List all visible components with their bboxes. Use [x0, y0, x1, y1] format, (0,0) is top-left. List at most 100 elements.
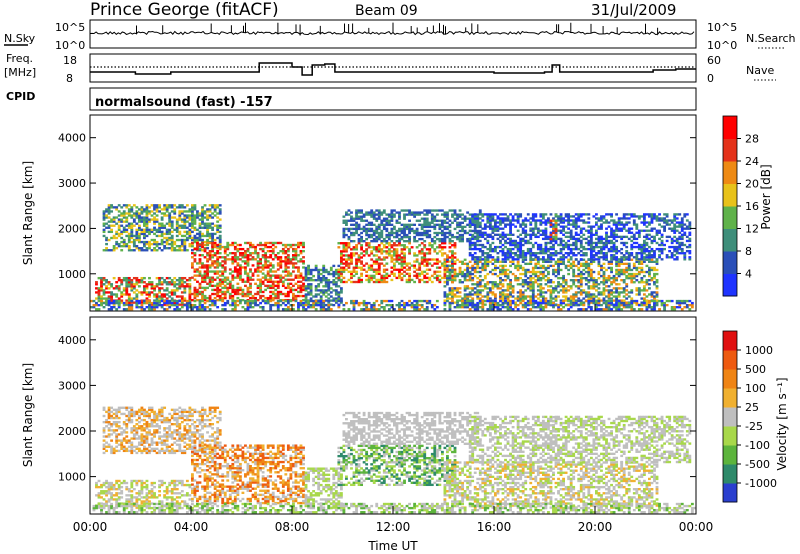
- scatter-cell: [286, 292, 290, 296]
- scatter-cell: [408, 227, 411, 231]
- scatter-cell: [506, 254, 510, 257]
- scatter-cell: [446, 254, 449, 257]
- scatter-cell: [395, 276, 399, 280]
- scatter-cell: [261, 247, 265, 251]
- scatter-cell: [531, 270, 535, 274]
- scatter-cell: [292, 249, 295, 253]
- scatter-cell: [471, 235, 475, 239]
- scatter-cell: [635, 258, 639, 261]
- scatter-cell: [620, 223, 624, 226]
- scatter-cell: [372, 248, 376, 251]
- scatter-cell: [347, 254, 351, 257]
- scatter-cell: [206, 266, 209, 269]
- scatter-cell: [435, 266, 439, 269]
- scatter-cell: [97, 293, 101, 296]
- scatter-cell: [637, 266, 641, 270]
- scatter-cell: [567, 272, 571, 276]
- scatter-cell: [582, 252, 586, 255]
- scatter-cell: [355, 223, 358, 227]
- scatter-cell: [476, 225, 480, 228]
- scatter-cell: [478, 249, 482, 253]
- scatter-cell: [418, 219, 422, 222]
- scatter-cell: [228, 284, 232, 288]
- scatter-cell: [632, 266, 636, 270]
- scatter-cell: [453, 246, 457, 249]
- scatter-cell: [529, 295, 533, 298]
- scatter-cell: [511, 260, 515, 263]
- scatter-cell: [218, 238, 222, 242]
- scatter-cell: [153, 285, 156, 288]
- scatter-cell: [544, 297, 548, 300]
- scatter-cell: [552, 223, 555, 226]
- scatter-cell: [137, 238, 141, 242]
- scatter-cell: [536, 235, 540, 239]
- scatter-cell: [175, 226, 179, 229]
- scatter-cell: [385, 229, 389, 233]
- scatter-cell: [539, 295, 543, 298]
- scatter-cell: [125, 293, 129, 296]
- scatter-cell: [256, 290, 260, 294]
- scatter-cell: [289, 258, 293, 261]
- scatter-cell: [264, 252, 268, 255]
- scatter-cell: [685, 227, 689, 230]
- scatter-cell: [559, 262, 563, 266]
- scatter-cell: [488, 270, 492, 274]
- scatter-cell: [569, 256, 573, 259]
- scatter-cell: [499, 283, 502, 286]
- scatter-cell: [622, 262, 626, 266]
- scatter-cell: [163, 295, 167, 298]
- scatter-cell: [645, 237, 649, 241]
- scatter-cell: [685, 245, 689, 249]
- scatter-cell: [564, 289, 568, 292]
- scatter-cell: [458, 240, 462, 243]
- scatter-cell: [403, 270, 406, 273]
- scatter-cell: [332, 283, 336, 286]
- scatter-cell: [337, 264, 341, 268]
- scatter-cell: [685, 213, 689, 216]
- scatter-cell: [481, 285, 485, 288]
- scatter-cell: [499, 239, 502, 243]
- scatter-cell: [653, 235, 656, 239]
- scatter-cell: [650, 293, 654, 296]
- scatter-cell: [299, 288, 303, 292]
- scatter-cell: [226, 276, 230, 279]
- scatter-cell: [468, 287, 472, 290]
- scatter-cell: [264, 276, 268, 279]
- scatter-cell: [428, 252, 432, 255]
- scatter-cell: [552, 229, 555, 232]
- scatter-cell: [135, 228, 139, 231]
- scatter-cell: [534, 256, 538, 259]
- scatter-cell: [274, 270, 278, 273]
- scatter-cell: [534, 266, 538, 270]
- scatter-cell: [511, 289, 515, 292]
- scatter-cell: [238, 278, 242, 281]
- scatter-cell: [196, 298, 199, 302]
- scatter-cell: [544, 268, 548, 272]
- scatter-cell: [228, 252, 232, 255]
- scatter-cell: [514, 274, 518, 278]
- scatter-cell: [339, 274, 343, 278]
- scatter-cell: [238, 268, 242, 271]
- scatter-cell: [398, 258, 401, 261]
- scatter-cell: [342, 276, 346, 280]
- scatter-cell: [385, 250, 389, 253]
- scatter-cell: [531, 303, 535, 306]
- scatter-cell: [395, 248, 399, 251]
- scatter-cell: [630, 303, 634, 306]
- scatter-cell: [541, 266, 545, 270]
- scatter-cell: [178, 303, 182, 306]
- scatter-cell: [362, 264, 366, 267]
- scatter-cell: [405, 278, 409, 282]
- scatter-cell: [468, 252, 472, 255]
- scatter-cell: [420, 223, 424, 227]
- scatter-cell: [559, 217, 563, 220]
- scatter-cell: [110, 293, 114, 296]
- scatter-cell: [627, 252, 631, 255]
- scatter-cell: [418, 213, 422, 216]
- scatter-cell: [168, 228, 172, 231]
- scatter-cell: [471, 213, 475, 216]
- scatter-cell: [297, 284, 300, 288]
- scatter-cell: [559, 221, 563, 224]
- scatter-cell: [148, 218, 151, 221]
- scatter-cell: [635, 279, 639, 282]
